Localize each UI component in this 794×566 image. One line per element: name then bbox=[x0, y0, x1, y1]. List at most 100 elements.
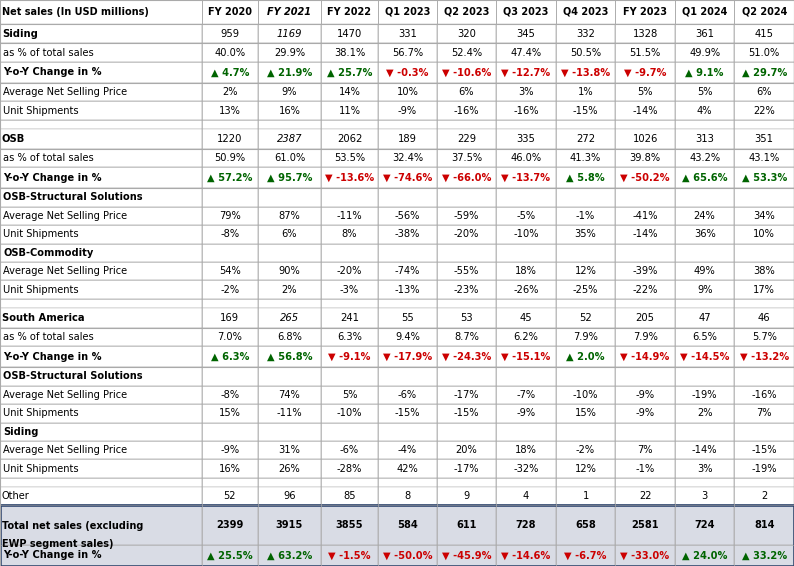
Text: ▼ -45.9%: ▼ -45.9% bbox=[441, 551, 491, 560]
Bar bbox=[0, 460, 202, 478]
Text: 47: 47 bbox=[699, 313, 711, 323]
Text: Q2 2023: Q2 2023 bbox=[444, 7, 489, 17]
Text: 34%: 34% bbox=[754, 211, 775, 221]
Bar bbox=[0, 328, 202, 346]
Bar bbox=[675, 120, 734, 129]
Text: 2387: 2387 bbox=[276, 134, 303, 144]
Bar bbox=[321, 308, 378, 328]
Bar bbox=[321, 423, 378, 441]
Text: ▲ 21.9%: ▲ 21.9% bbox=[267, 67, 312, 78]
Text: 8: 8 bbox=[404, 491, 410, 501]
Bar bbox=[321, 487, 378, 505]
Bar bbox=[734, 149, 794, 167]
Text: -11%: -11% bbox=[276, 408, 303, 418]
Bar bbox=[615, 404, 675, 423]
Bar bbox=[437, 262, 496, 280]
Text: 7.0%: 7.0% bbox=[218, 332, 242, 342]
Text: -9%: -9% bbox=[398, 106, 417, 115]
Bar bbox=[321, 62, 378, 83]
Text: 51.0%: 51.0% bbox=[749, 48, 780, 58]
Bar bbox=[675, 367, 734, 385]
Text: 1026: 1026 bbox=[633, 134, 657, 144]
Bar bbox=[202, 129, 258, 149]
Text: 241: 241 bbox=[340, 313, 359, 323]
Bar bbox=[437, 545, 496, 566]
Text: ▲ 2.0%: ▲ 2.0% bbox=[566, 351, 605, 362]
Text: -16%: -16% bbox=[453, 106, 480, 115]
Bar bbox=[437, 328, 496, 346]
Text: -41%: -41% bbox=[632, 211, 658, 221]
Text: 74%: 74% bbox=[279, 390, 300, 400]
Text: -20%: -20% bbox=[454, 229, 479, 239]
Text: -1%: -1% bbox=[576, 211, 596, 221]
Bar bbox=[734, 101, 794, 120]
Text: OSB: OSB bbox=[2, 134, 25, 144]
Text: -25%: -25% bbox=[573, 285, 598, 294]
Bar bbox=[321, 299, 378, 308]
Text: -9%: -9% bbox=[516, 408, 536, 418]
Bar bbox=[202, 262, 258, 280]
Bar bbox=[258, 188, 321, 207]
Text: -55%: -55% bbox=[454, 266, 479, 276]
Text: 52: 52 bbox=[224, 491, 236, 501]
Text: -4%: -4% bbox=[398, 445, 417, 455]
Bar bbox=[556, 487, 615, 505]
Bar bbox=[202, 441, 258, 460]
Bar bbox=[556, 129, 615, 149]
Text: -15%: -15% bbox=[751, 445, 777, 455]
Text: 61.0%: 61.0% bbox=[274, 153, 305, 163]
Bar bbox=[202, 188, 258, 207]
Text: ▼ -15.1%: ▼ -15.1% bbox=[501, 351, 551, 362]
Bar bbox=[437, 487, 496, 505]
Text: ▼ -13.7%: ▼ -13.7% bbox=[502, 173, 550, 183]
Bar bbox=[321, 367, 378, 385]
Text: 85: 85 bbox=[343, 491, 356, 501]
Text: 96: 96 bbox=[283, 491, 295, 501]
Bar bbox=[556, 83, 615, 101]
Text: as % of total sales: as % of total sales bbox=[3, 332, 94, 342]
Bar bbox=[258, 101, 321, 120]
Text: 35%: 35% bbox=[575, 229, 596, 239]
Bar bbox=[675, 188, 734, 207]
Bar bbox=[556, 24, 615, 44]
Bar bbox=[0, 225, 202, 243]
Bar bbox=[437, 149, 496, 167]
Text: as % of total sales: as % of total sales bbox=[3, 48, 94, 58]
Bar bbox=[496, 83, 556, 101]
Text: -56%: -56% bbox=[395, 211, 420, 221]
Text: 87%: 87% bbox=[279, 211, 300, 221]
Bar bbox=[378, 280, 437, 299]
Bar bbox=[496, 62, 556, 83]
Text: 169: 169 bbox=[220, 313, 240, 323]
Text: 5%: 5% bbox=[341, 390, 357, 400]
Text: 351: 351 bbox=[755, 134, 773, 144]
Bar bbox=[0, 505, 202, 545]
Bar bbox=[675, 308, 734, 328]
Text: 4%: 4% bbox=[697, 106, 712, 115]
Bar bbox=[496, 44, 556, 62]
Text: -10%: -10% bbox=[572, 390, 599, 400]
Bar bbox=[556, 423, 615, 441]
Text: ▼ -50.0%: ▼ -50.0% bbox=[383, 551, 432, 560]
Text: 18%: 18% bbox=[515, 445, 537, 455]
Text: 17%: 17% bbox=[754, 285, 775, 294]
Bar bbox=[615, 120, 675, 129]
Bar bbox=[0, 167, 202, 188]
Bar bbox=[496, 545, 556, 566]
Bar bbox=[258, 308, 321, 328]
Bar bbox=[675, 404, 734, 423]
Text: 3915: 3915 bbox=[276, 520, 303, 530]
Text: 2%: 2% bbox=[697, 408, 712, 418]
Bar bbox=[615, 149, 675, 167]
Text: 2399: 2399 bbox=[216, 520, 244, 530]
Text: Q2 2024: Q2 2024 bbox=[742, 7, 787, 17]
Text: 43.1%: 43.1% bbox=[749, 153, 780, 163]
Text: 5.7%: 5.7% bbox=[752, 332, 777, 342]
Text: 3855: 3855 bbox=[336, 520, 364, 530]
Bar bbox=[437, 24, 496, 44]
Text: 272: 272 bbox=[576, 134, 596, 144]
Text: ▼ -74.6%: ▼ -74.6% bbox=[383, 173, 432, 183]
Bar bbox=[615, 44, 675, 62]
Bar bbox=[321, 167, 378, 188]
Bar bbox=[556, 207, 615, 225]
